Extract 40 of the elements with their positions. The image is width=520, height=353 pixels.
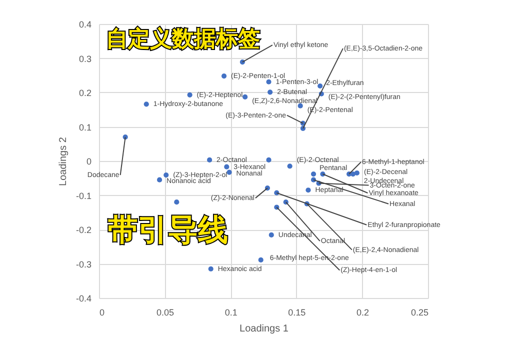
y-tick-label: 0.3 [78, 54, 92, 64]
y-tick-label: 0.1 [78, 122, 92, 132]
y-tick-label: -0.4 [76, 294, 92, 304]
y-axis-title: Loadings 2 [58, 136, 69, 186]
y-tick-label: 0.2 [78, 88, 92, 98]
point [226, 170, 232, 175]
point [164, 172, 169, 178]
y-tick-label: -0.1 [76, 190, 92, 201]
x-tick-label: 0.1 [224, 308, 238, 318]
point [206, 157, 212, 163]
point [174, 200, 180, 205]
point [268, 90, 273, 95]
x-axis-title: Loadings 1 [240, 324, 289, 334]
x-tick-label: 0.15 [288, 308, 306, 318]
point [266, 157, 272, 163]
y-tick-label: 0.4 [78, 20, 92, 30]
y-tick-label: -0.3 [76, 259, 92, 270]
x-tick-label: 0.25 [410, 308, 428, 318]
x-tick-label: 0 [100, 308, 105, 318]
x-tick-label: 0.2 [356, 308, 369, 318]
point [266, 79, 272, 84]
point [306, 188, 311, 193]
point [310, 171, 316, 177]
point [268, 232, 274, 238]
annotation: 自定义数据标签 [106, 26, 260, 54]
point [287, 164, 292, 169]
y-tick-label: 0 [86, 156, 92, 166]
point [224, 164, 230, 170]
point [242, 94, 248, 100]
point [258, 257, 264, 263]
point [187, 92, 192, 98]
point [318, 83, 323, 89]
y-tick-label: -0.2 [76, 225, 92, 235]
point [208, 266, 214, 272]
annotation: 带引导线 [108, 212, 228, 250]
point [221, 74, 227, 79]
point [156, 177, 162, 182]
x-tick-label: 0.05 [156, 308, 174, 318]
point [144, 102, 149, 107]
point [354, 170, 360, 176]
